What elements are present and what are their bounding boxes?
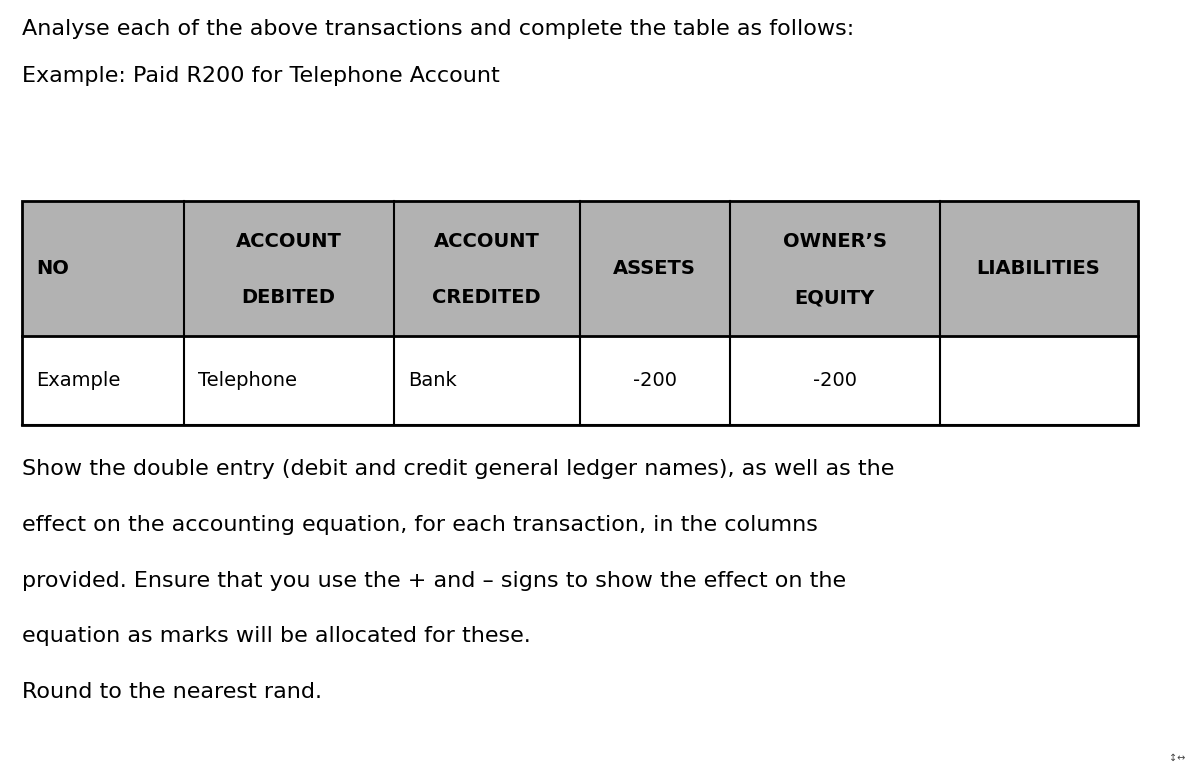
Text: ACCOUNT: ACCOUNT xyxy=(433,232,540,251)
Text: Analyse each of the above transactions and complete the table as follows:: Analyse each of the above transactions a… xyxy=(22,19,854,39)
Text: Telephone: Telephone xyxy=(198,371,298,390)
Bar xyxy=(22,201,1138,425)
Text: -200: -200 xyxy=(812,371,857,390)
Text: CREDITED: CREDITED xyxy=(432,289,541,307)
Text: EQUITY: EQUITY xyxy=(794,289,875,307)
Text: effect on the accounting equation, for each transaction, in the columns: effect on the accounting equation, for e… xyxy=(22,515,817,535)
Text: ACCOUNT: ACCOUNT xyxy=(235,232,342,251)
Text: Bank: Bank xyxy=(408,371,457,390)
Text: ASSETS: ASSETS xyxy=(613,259,696,278)
Text: NO: NO xyxy=(36,259,68,278)
Text: Show the double entry (debit and credit general ledger names), as well as the: Show the double entry (debit and credit … xyxy=(22,459,894,479)
Text: -200: -200 xyxy=(632,371,677,390)
Text: Round to the nearest rand.: Round to the nearest rand. xyxy=(22,682,322,702)
Bar xyxy=(22,336,1138,425)
Bar xyxy=(22,201,1138,336)
Text: equation as marks will be allocated for these.: equation as marks will be allocated for … xyxy=(22,626,530,646)
Text: LIABILITIES: LIABILITIES xyxy=(977,259,1100,278)
Text: Example: Paid R200 for Telephone Account: Example: Paid R200 for Telephone Account xyxy=(22,66,499,86)
Text: ↕↔: ↕↔ xyxy=(1169,753,1186,763)
Text: OWNER’S: OWNER’S xyxy=(782,232,887,251)
Text: Example: Example xyxy=(36,371,120,390)
Text: DEBITED: DEBITED xyxy=(241,289,336,307)
Text: provided. Ensure that you use the + and – signs to show the effect on the: provided. Ensure that you use the + and … xyxy=(22,571,846,591)
